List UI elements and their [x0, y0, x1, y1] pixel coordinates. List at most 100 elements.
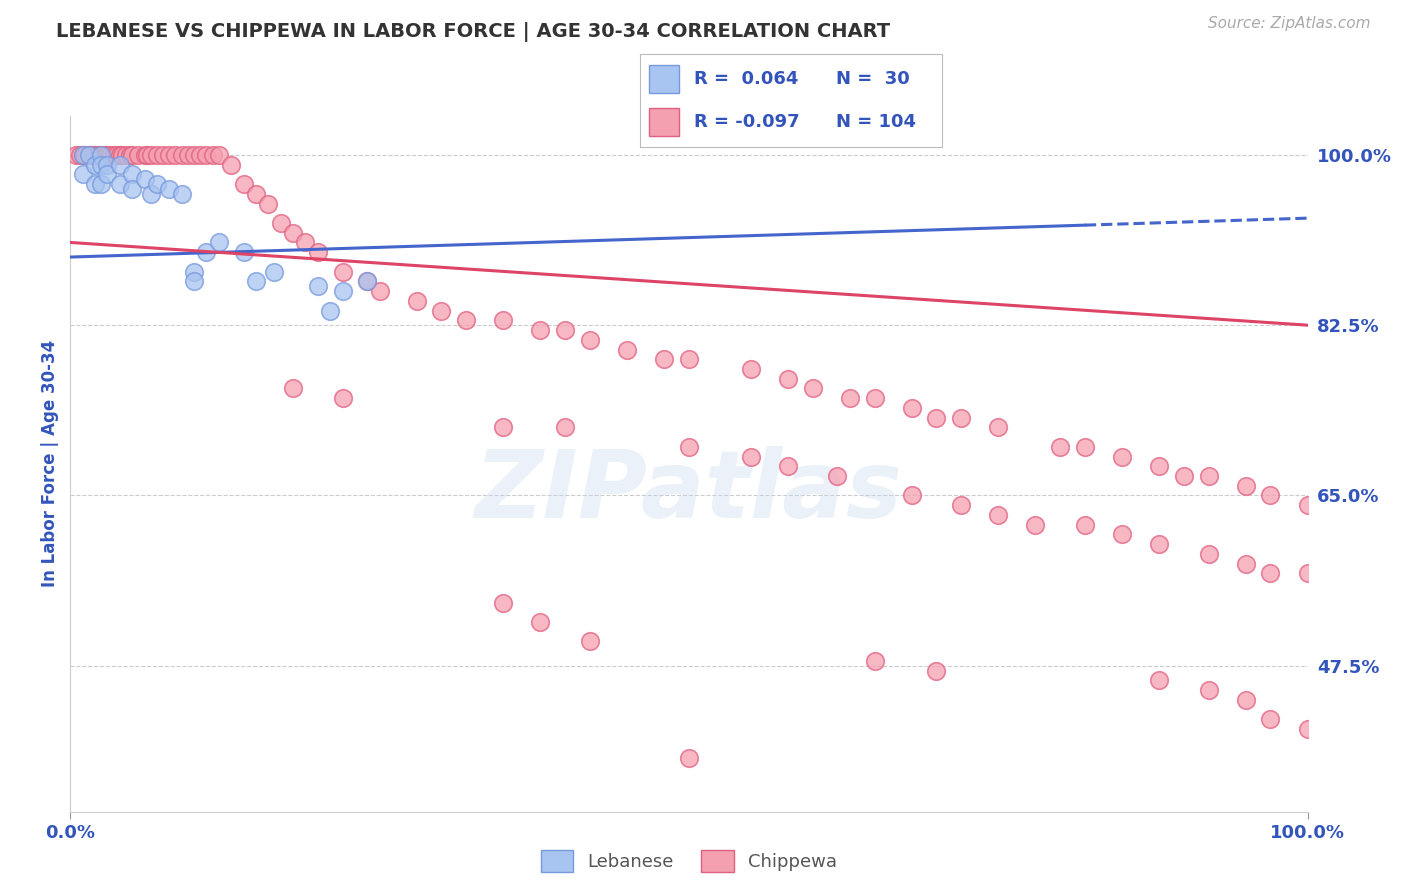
- Point: [94, 148, 117, 162]
- Point: [177, 148, 200, 162]
- Point: [1296, 498, 1319, 512]
- Point: [136, 148, 159, 162]
- Point: [1260, 488, 1282, 502]
- Point: [616, 343, 638, 357]
- Point: [827, 469, 849, 483]
- Point: [152, 148, 174, 162]
- Point: [925, 664, 948, 678]
- Bar: [648, 108, 679, 136]
- Point: [1074, 440, 1097, 454]
- Point: [108, 148, 131, 162]
- Point: [263, 265, 285, 279]
- Point: [332, 284, 354, 298]
- Point: [90, 148, 112, 162]
- Point: [86, 148, 108, 162]
- Point: [332, 265, 354, 279]
- Point: [69, 148, 91, 162]
- Point: [987, 508, 1010, 522]
- Point: [554, 420, 576, 434]
- Point: [430, 303, 453, 318]
- Point: [863, 654, 886, 668]
- Point: [232, 177, 254, 191]
- Text: N =  30: N = 30: [837, 70, 910, 87]
- Point: [405, 293, 427, 308]
- Point: [84, 158, 107, 172]
- Point: [134, 148, 156, 162]
- Point: [1111, 450, 1133, 464]
- Point: [108, 158, 131, 172]
- Point: [219, 158, 242, 172]
- Point: [987, 420, 1010, 434]
- Legend: Lebanese, Chippewa: Lebanese, Chippewa: [533, 843, 845, 880]
- Point: [115, 148, 138, 162]
- Point: [75, 148, 97, 162]
- Point: [270, 216, 292, 230]
- Point: [1173, 469, 1195, 483]
- Point: [121, 167, 143, 181]
- Point: [183, 274, 205, 288]
- Y-axis label: In Labor Force | Age 30-34: In Labor Force | Age 30-34: [41, 340, 59, 588]
- Point: [96, 167, 118, 181]
- Point: [456, 313, 478, 327]
- Point: [950, 410, 973, 425]
- Point: [98, 148, 121, 162]
- Text: ZIPatlas: ZIPatlas: [475, 446, 903, 538]
- Point: [1024, 517, 1046, 532]
- Point: [1147, 459, 1170, 474]
- Point: [183, 148, 205, 162]
- Point: [1296, 566, 1319, 581]
- Point: [170, 186, 193, 201]
- Point: [492, 595, 515, 609]
- Point: [108, 177, 131, 191]
- Point: [294, 235, 316, 250]
- Point: [1234, 693, 1257, 707]
- Point: [121, 148, 143, 162]
- Point: [201, 148, 224, 162]
- Point: [208, 235, 231, 250]
- Point: [900, 488, 922, 502]
- Point: [245, 186, 267, 201]
- Point: [72, 148, 94, 162]
- Point: [776, 459, 799, 474]
- Point: [492, 313, 515, 327]
- Point: [195, 245, 218, 260]
- Point: [332, 391, 354, 405]
- Point: [79, 148, 101, 162]
- Point: [139, 186, 162, 201]
- Point: [146, 148, 169, 162]
- Point: [1260, 566, 1282, 581]
- Point: [1111, 527, 1133, 541]
- Point: [950, 498, 973, 512]
- Point: [65, 148, 87, 162]
- Point: [96, 158, 118, 172]
- Text: LEBANESE VS CHIPPEWA IN LABOR FORCE | AGE 30-34 CORRELATION CHART: LEBANESE VS CHIPPEWA IN LABOR FORCE | AG…: [56, 22, 890, 42]
- Point: [281, 381, 304, 395]
- Point: [103, 148, 125, 162]
- Point: [492, 420, 515, 434]
- Point: [1260, 712, 1282, 726]
- Point: [90, 177, 112, 191]
- Point: [1296, 722, 1319, 736]
- Point: [134, 172, 156, 186]
- Point: [118, 148, 141, 162]
- Point: [146, 177, 169, 191]
- Point: [678, 440, 700, 454]
- Point: [356, 274, 378, 288]
- Point: [72, 148, 94, 162]
- Point: [257, 196, 280, 211]
- Point: [245, 274, 267, 288]
- Point: [1234, 479, 1257, 493]
- Point: [1049, 440, 1071, 454]
- Point: [165, 148, 187, 162]
- Point: [77, 148, 100, 162]
- Point: [1147, 537, 1170, 551]
- Point: [838, 391, 860, 405]
- Bar: [648, 65, 679, 93]
- Text: R =  0.064: R = 0.064: [695, 70, 799, 87]
- Point: [529, 323, 551, 337]
- Point: [157, 148, 180, 162]
- Point: [72, 167, 94, 181]
- Point: [740, 362, 762, 376]
- Point: [776, 372, 799, 386]
- Point: [925, 410, 948, 425]
